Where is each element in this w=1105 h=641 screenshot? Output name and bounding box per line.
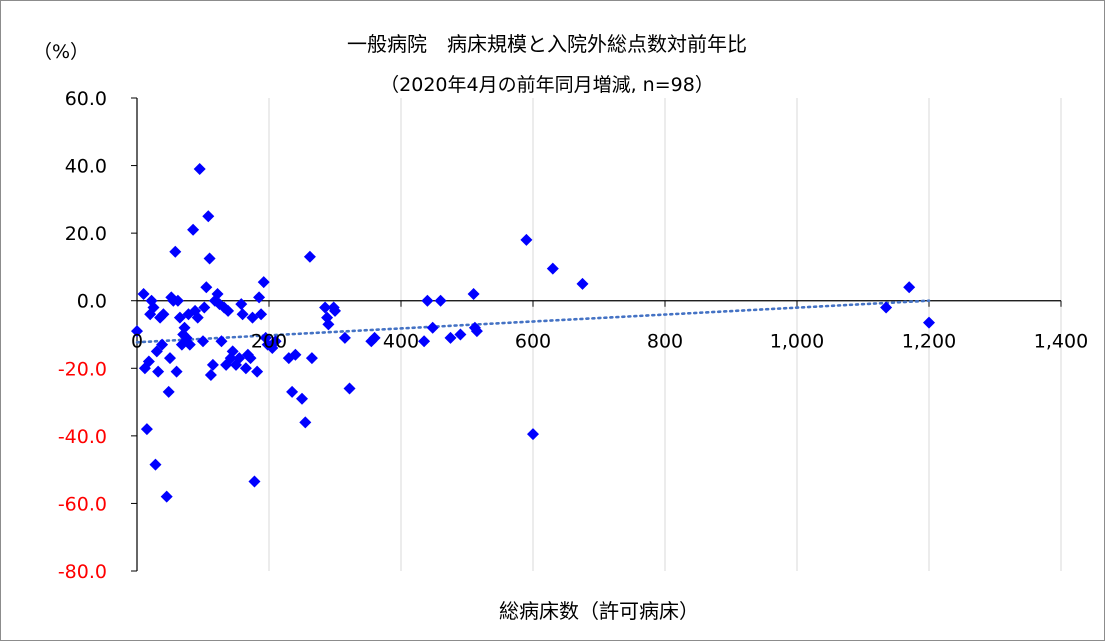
data-point (421, 294, 434, 307)
data-point (470, 325, 483, 338)
data-points (131, 162, 935, 503)
data-point (343, 382, 356, 395)
data-point (923, 316, 935, 329)
data-point (903, 281, 916, 294)
data-point (204, 369, 217, 382)
y-tick-label: -80.0 (58, 561, 107, 583)
axes (131, 97, 1062, 572)
data-point (418, 335, 431, 348)
data-point (187, 223, 200, 236)
data-point (178, 321, 191, 334)
data-point (576, 277, 589, 290)
data-point (140, 423, 153, 436)
data-point (296, 392, 308, 405)
data-point (251, 365, 264, 378)
x-tick-label: 0 (131, 331, 143, 353)
data-point (137, 287, 150, 300)
data-point (546, 262, 559, 275)
data-point (150, 345, 163, 358)
x-tick-label: 800 (647, 331, 683, 353)
x-tick-labels: 0 200 400 600 800 1,000 1,200 1,400 (131, 331, 1088, 353)
data-point (191, 311, 204, 324)
chart-title: 一般病院 病床規模と入院外総点数対前年比 (347, 32, 747, 56)
data-point (444, 331, 457, 344)
data-point (520, 233, 533, 246)
x-tick-label: 1,200 (902, 331, 956, 353)
data-point (147, 301, 160, 314)
x-tick-label: 600 (515, 331, 551, 353)
data-point (248, 475, 261, 488)
data-point (193, 162, 206, 175)
data-point (164, 352, 176, 365)
x-tick-label: 1,400 (1034, 331, 1088, 353)
y-tick-label: -40.0 (58, 426, 107, 448)
data-point (322, 318, 335, 331)
data-point (329, 304, 341, 317)
y-tick-label: -60.0 (58, 493, 107, 515)
gridlines (268, 98, 1062, 571)
data-point (319, 301, 332, 314)
data-point (131, 325, 143, 338)
data-point (467, 287, 480, 300)
data-point (160, 490, 173, 503)
data-point (255, 308, 268, 321)
data-point (183, 338, 196, 351)
data-point (222, 304, 235, 317)
data-point (203, 252, 216, 265)
y-unit-label: （%） (33, 41, 89, 63)
data-point (198, 301, 211, 314)
x-tick-label: 1,000 (770, 331, 824, 353)
y-tick-label: 60.0 (65, 88, 107, 110)
data-point (305, 352, 318, 365)
y-tick-labels: 60.0 40.0 20.0 0.0 -20.0 -40.0 -60.0 -80.0 (58, 88, 107, 583)
data-point (239, 362, 252, 375)
data-point (257, 276, 270, 289)
data-point (156, 338, 169, 351)
data-point (142, 355, 155, 368)
data-point (880, 301, 893, 314)
data-point (434, 294, 447, 307)
data-point (226, 345, 239, 358)
data-point (170, 365, 183, 378)
x-tick-label: 400 (383, 331, 419, 353)
data-point (289, 348, 302, 361)
data-point (286, 385, 299, 398)
y-tick-label: 0.0 (77, 291, 107, 313)
y-tick-label: 20.0 (65, 223, 107, 245)
data-point (426, 321, 439, 334)
chart-subtitle: （2020年4月の前年同月増減, n=98） (380, 74, 714, 96)
data-point (368, 331, 381, 344)
y-tick-label: -20.0 (58, 358, 107, 380)
data-point (299, 416, 312, 429)
data-point (215, 335, 228, 348)
data-point (157, 308, 170, 321)
data-point (152, 365, 165, 378)
data-point (527, 428, 539, 441)
data-point (197, 335, 209, 348)
data-point (211, 287, 224, 300)
data-point (171, 294, 184, 307)
data-point (206, 358, 219, 371)
data-point (454, 328, 467, 341)
data-point (235, 298, 248, 311)
data-point (162, 385, 175, 398)
data-point (253, 291, 266, 304)
y-tick-label: 40.0 (65, 156, 107, 178)
data-point (200, 281, 213, 294)
x-tick-label: 200 (251, 331, 287, 353)
data-point (149, 458, 162, 471)
data-point (244, 352, 257, 365)
data-point (236, 308, 249, 321)
data-point (303, 250, 316, 263)
data-point (269, 335, 282, 348)
data-point (202, 210, 215, 223)
x-axis-label: 総病床数（許可病床） (499, 599, 699, 623)
data-point (338, 331, 351, 344)
data-point (169, 245, 182, 258)
